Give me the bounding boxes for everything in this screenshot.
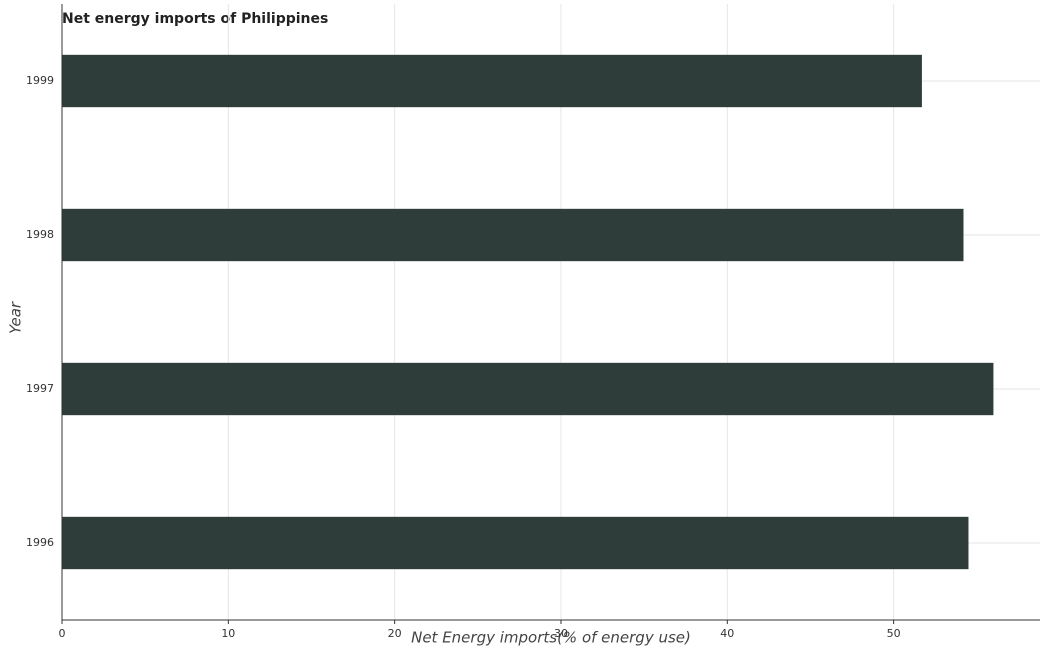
bar (62, 208, 964, 262)
y-axis-label: Year (7, 301, 25, 334)
chart-title: Net energy imports of Philippines (62, 11, 328, 27)
bar (62, 54, 922, 108)
x-tick-label: 30 (554, 627, 568, 640)
x-tick-label: 50 (887, 627, 901, 640)
bar (62, 362, 994, 416)
x-tick-label: 40 (720, 627, 734, 640)
x-tick-label: 20 (388, 627, 402, 640)
x-tick-label: 10 (221, 627, 235, 640)
y-tick-label: 1998 (26, 228, 54, 241)
x-tick-label: 0 (59, 627, 66, 640)
y-tick-label: 1999 (26, 74, 54, 87)
y-tick-label: 1996 (26, 536, 54, 549)
bar (62, 516, 969, 570)
y-tick-label: 1997 (26, 382, 54, 395)
x-axis-label: Net Energy imports(% of energy use) (411, 629, 691, 647)
